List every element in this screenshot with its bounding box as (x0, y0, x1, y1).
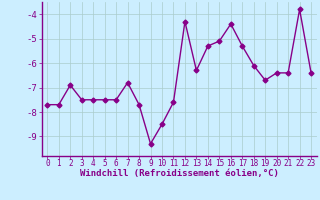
X-axis label: Windchill (Refroidissement éolien,°C): Windchill (Refroidissement éolien,°C) (80, 169, 279, 178)
